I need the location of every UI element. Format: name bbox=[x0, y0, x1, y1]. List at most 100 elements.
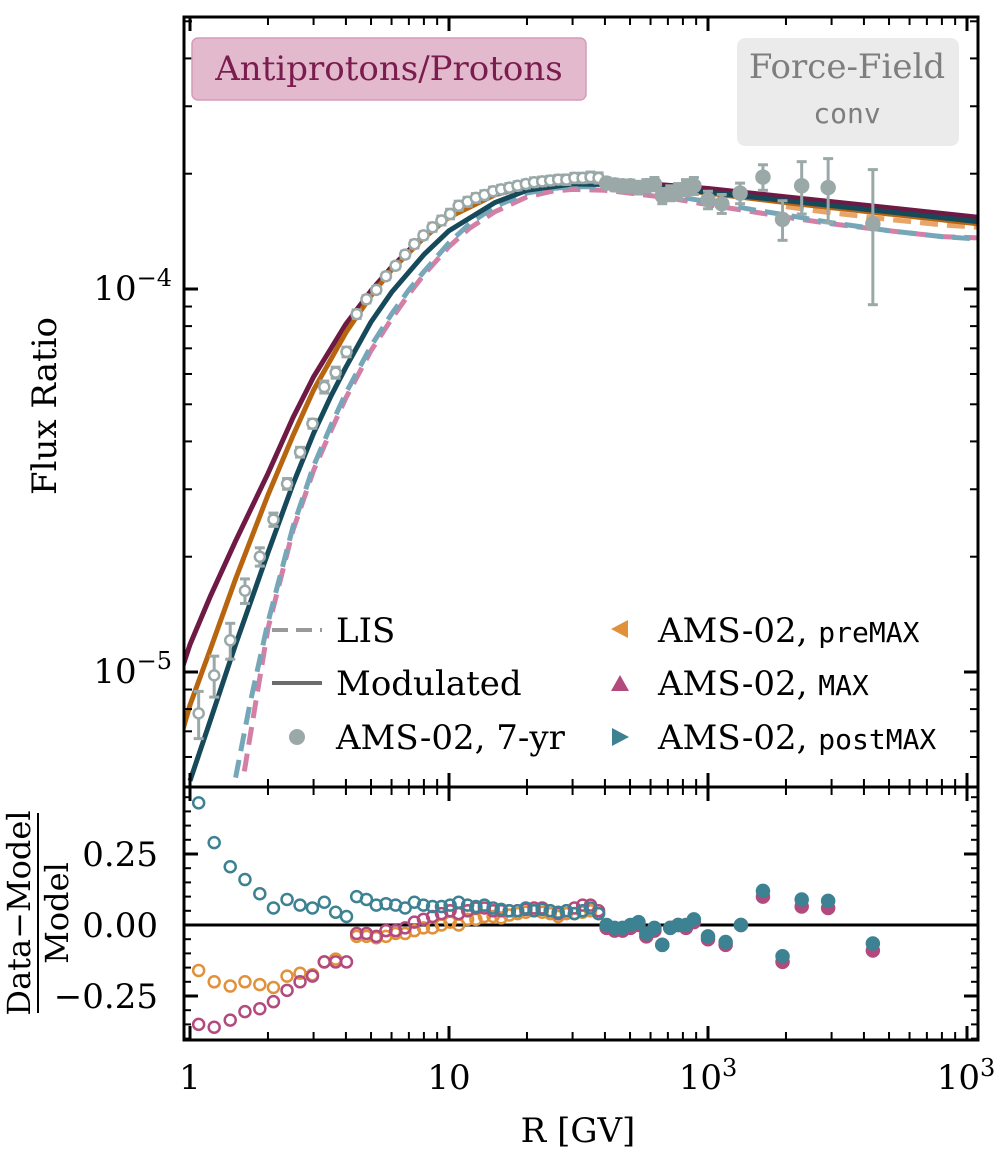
residual-ytick-label: 0.25 bbox=[82, 835, 158, 875]
residual-panel bbox=[184, 787, 978, 1040]
data-point bbox=[280, 477, 294, 491]
residual-point-post bbox=[317, 895, 332, 910]
residual-point-post bbox=[591, 906, 606, 921]
residual-point-post_hi bbox=[686, 912, 702, 927]
residual-point-post bbox=[253, 887, 267, 901]
residual-point-pre bbox=[191, 963, 206, 978]
residual-point-post_hi bbox=[755, 883, 771, 899]
data-point bbox=[389, 259, 402, 273]
series-lis_teal bbox=[233, 184, 978, 779]
residual-point-post_hi bbox=[700, 929, 716, 944]
x-axis-label: R [GV] bbox=[521, 1111, 636, 1151]
species-label-box: Antiprotons/Protons bbox=[191, 37, 587, 101]
residual-point-max bbox=[567, 901, 582, 915]
residual-point-pre bbox=[293, 966, 307, 981]
residual-point-post bbox=[191, 796, 206, 810]
residual-point-post bbox=[510, 904, 525, 918]
residual-point-post bbox=[339, 909, 354, 924]
residual-point-max bbox=[398, 921, 412, 935]
residual-point-post bbox=[519, 901, 533, 915]
residual-y-axis-label: Data−Model Model bbox=[0, 810, 76, 1015]
residual-point-max bbox=[369, 929, 384, 944]
species-label: Antiprotons/Protons bbox=[214, 49, 563, 89]
data-point bbox=[774, 211, 791, 228]
model-label-box: Force-Field conv bbox=[737, 38, 959, 146]
data-point bbox=[417, 229, 430, 242]
residual-point-max bbox=[575, 898, 590, 912]
residual-ytick-label: 0.00 bbox=[82, 906, 158, 946]
residual-point-post bbox=[535, 902, 549, 917]
residual-point-post bbox=[567, 906, 582, 921]
residual-point-post bbox=[280, 892, 294, 907]
model-label: Force-Field bbox=[749, 47, 945, 87]
residual-point-post_hi bbox=[647, 920, 662, 936]
data-point bbox=[865, 216, 881, 232]
data-point bbox=[820, 179, 836, 196]
legend-postmax-marker bbox=[612, 728, 629, 746]
legend-max-marker bbox=[611, 675, 629, 691]
residual-point-max bbox=[305, 969, 320, 983]
legend-modulated-label: Modulated bbox=[336, 664, 522, 704]
residual-point-post bbox=[527, 904, 541, 918]
main-ytick-label-1e-4: 10−4 bbox=[93, 264, 172, 309]
residual-point-post bbox=[502, 904, 517, 918]
x-tick-label: 1 bbox=[179, 1058, 201, 1098]
main-ytick-label-1e-5: 10−5 bbox=[93, 647, 172, 692]
residual-point-post bbox=[559, 904, 574, 918]
residual-point-post bbox=[223, 860, 237, 874]
data-point bbox=[340, 345, 353, 359]
legend-ams02-7yr-label: AMS-02, 7-yr bbox=[335, 718, 566, 758]
residual-point-post_hi bbox=[820, 893, 836, 909]
data-point bbox=[192, 707, 205, 720]
residual-point-post bbox=[494, 902, 508, 917]
residual-point-post bbox=[575, 904, 590, 918]
residual-ytick-label: −0.25 bbox=[54, 977, 158, 1017]
residual-point-post_hi bbox=[655, 937, 670, 953]
residual-point-max bbox=[207, 1020, 221, 1034]
residual-point-max bbox=[379, 923, 393, 938]
data-point bbox=[408, 237, 421, 251]
residual-point-post_hi bbox=[775, 948, 790, 964]
x-tick-labels: 1 10 103 103 bbox=[179, 1054, 995, 1098]
series-lis_orange bbox=[785, 204, 978, 230]
residual-point-post bbox=[238, 872, 252, 887]
residual-point-post_hi bbox=[631, 914, 646, 930]
model-sublabel: conv bbox=[813, 97, 880, 130]
data-point bbox=[253, 550, 267, 563]
legend-lis-label: LIS bbox=[336, 611, 395, 651]
data-point bbox=[267, 513, 280, 526]
ams02-7yr-points bbox=[192, 157, 881, 741]
residual-y-numerator: Data−Model bbox=[0, 810, 38, 1015]
residual-point-max bbox=[266, 994, 281, 1009]
data-point bbox=[443, 207, 457, 221]
data-point bbox=[207, 669, 221, 682]
residual-point-post_hi bbox=[718, 934, 733, 950]
data-point bbox=[398, 248, 412, 261]
residual-point-max bbox=[223, 1013, 237, 1027]
residual-point-pre bbox=[223, 979, 237, 993]
series-mod_maroon bbox=[184, 178, 978, 671]
residual-point-pre bbox=[266, 980, 281, 995]
residual-points bbox=[191, 796, 881, 1034]
legend-premax-marker bbox=[611, 620, 628, 638]
residual-point-max bbox=[339, 955, 354, 969]
residual-point-post_hi bbox=[733, 917, 749, 933]
residual-point-post_hi bbox=[794, 892, 809, 907]
residual-point-max bbox=[253, 1002, 267, 1016]
residual-point-post bbox=[543, 904, 558, 918]
residual-point-post bbox=[551, 905, 565, 919]
residual-point-pre bbox=[280, 969, 294, 983]
residual-point-pre bbox=[207, 975, 221, 989]
data-point bbox=[293, 445, 307, 459]
data-point bbox=[426, 220, 439, 234]
data-point bbox=[379, 269, 393, 283]
data-point bbox=[360, 293, 373, 306]
residual-point-post bbox=[434, 899, 449, 914]
residual-point-max bbox=[191, 1017, 206, 1032]
data-point bbox=[329, 366, 342, 379]
residual-point-post bbox=[359, 892, 374, 907]
series-mod_orange bbox=[184, 180, 978, 735]
residual-point-pre bbox=[494, 911, 508, 925]
residual-point-max bbox=[280, 983, 294, 998]
